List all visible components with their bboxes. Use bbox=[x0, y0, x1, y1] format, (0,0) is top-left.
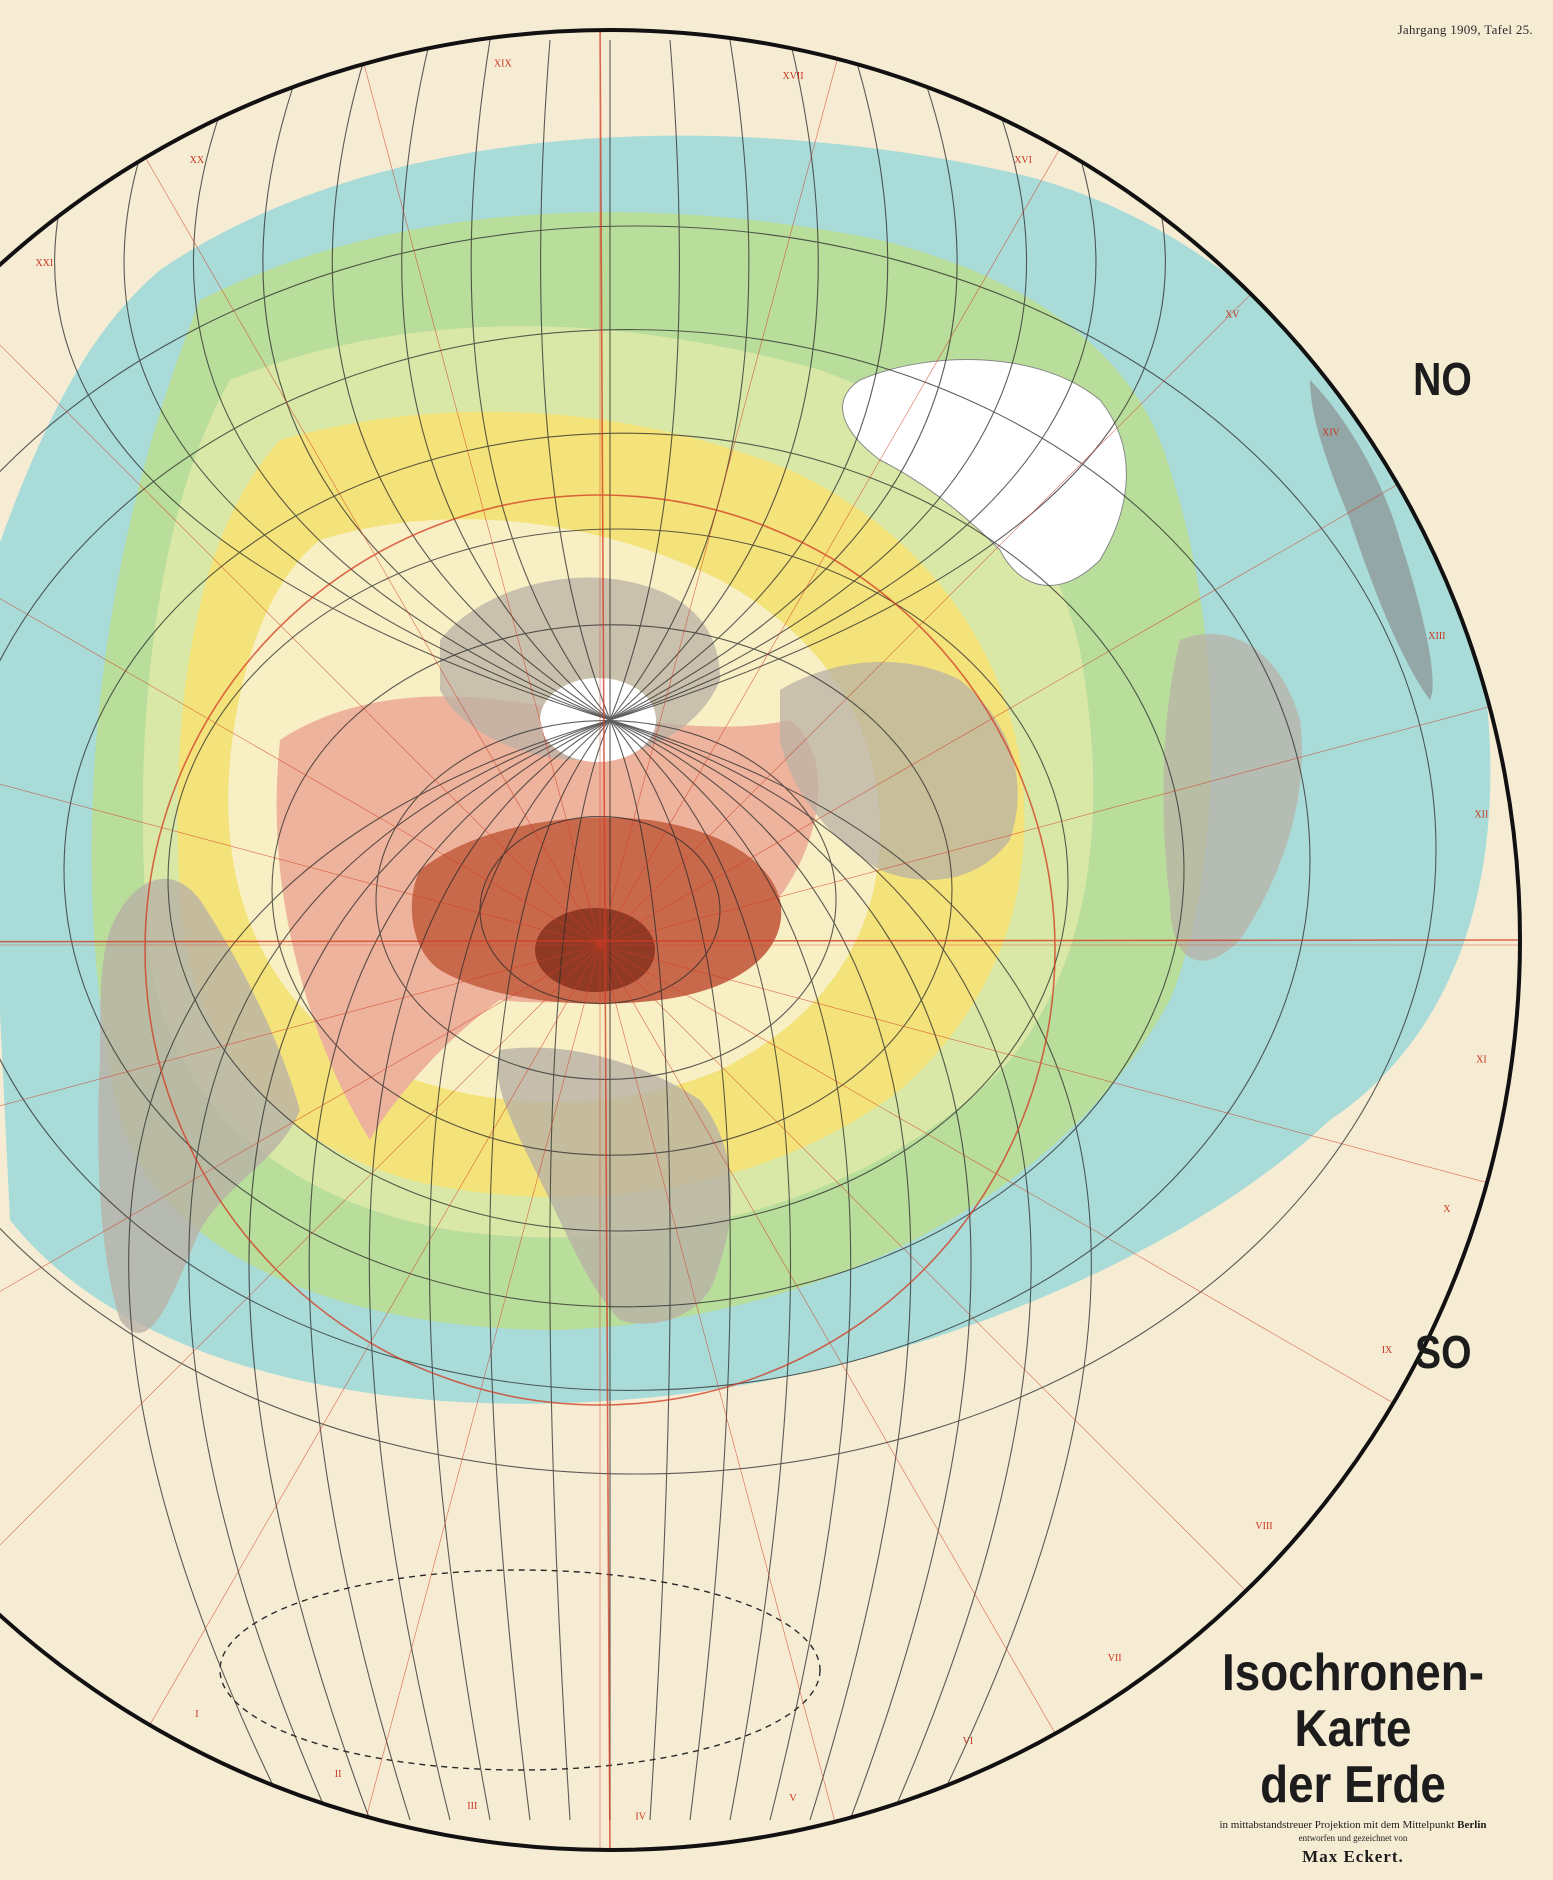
graticule-meridian bbox=[609, 39, 1027, 721]
landmass-asia bbox=[780, 661, 1018, 880]
landmass-australia bbox=[1163, 633, 1302, 961]
graticule-red-radial bbox=[99, 944, 601, 1812]
graticule-meridian bbox=[609, 719, 1032, 1821]
graticule-meridian bbox=[609, 719, 671, 1821]
compass-northeast-label: NO bbox=[1413, 353, 1472, 405]
graticule-red-radial bbox=[599, 944, 1467, 1446]
graticule-meridian bbox=[609, 719, 912, 1821]
graticule-red-radial bbox=[0, 944, 601, 1205]
graticule-red-radial bbox=[0, 237, 601, 946]
map-author: Max Eckert. bbox=[1302, 1847, 1404, 1866]
graticule-meridian bbox=[609, 719, 972, 1821]
landmass-new-zealand bbox=[1310, 380, 1433, 700]
rim-numerals: XIXXVIIXVIXXXXIXXIIXVXIVXIIIXIIXIXIXVIII… bbox=[35, 59, 1488, 1823]
map-title-block: Isochronen-Karte der Erde in mittabstand… bbox=[1153, 1645, 1553, 1867]
rim-numeral: III bbox=[467, 1801, 477, 1812]
graticule-meridian bbox=[609, 719, 731, 1821]
plate-reference: Jahrgang 1909, Tafel 25. bbox=[1397, 22, 1533, 37]
graticule-red-radial bbox=[599, 944, 1101, 1812]
graticule-meridian bbox=[248, 719, 611, 1821]
graticule-meridian bbox=[609, 39, 819, 721]
graticule-meridian bbox=[193, 39, 611, 721]
graticule-meridian bbox=[331, 39, 611, 721]
graticule-meridian bbox=[609, 39, 750, 721]
graticule-red-radial bbox=[0, 685, 601, 946]
graticule-red-radial bbox=[599, 685, 1520, 946]
graticule-red-radial bbox=[599, 237, 1308, 946]
rim-numeral: XIII bbox=[1428, 631, 1445, 642]
graticule-red-radial bbox=[599, 30, 860, 946]
graticule-red-radial bbox=[0, 944, 601, 1653]
graticule-red-radial bbox=[340, 944, 601, 1850]
landmass-africa bbox=[497, 1047, 732, 1324]
graticule-red-radial bbox=[599, 944, 1520, 1205]
graticule-meridian bbox=[470, 39, 611, 721]
graticule-meridian bbox=[609, 39, 889, 721]
rim-numeral: XXI bbox=[35, 258, 53, 269]
rim-numeral: I bbox=[195, 1709, 198, 1720]
graticule-meridian bbox=[262, 39, 611, 721]
rim-numeral: XI bbox=[1476, 1055, 1487, 1066]
compass-southeast-label: SO bbox=[1414, 1326, 1472, 1378]
rim-numeral: XII bbox=[1474, 810, 1488, 821]
graticule-parallel bbox=[167, 528, 1069, 1232]
rim-numeral: XIX bbox=[494, 59, 513, 70]
graticule-red-radial bbox=[0, 444, 601, 946]
graticule-red-radial bbox=[599, 944, 1308, 1653]
south-pole-ring bbox=[219, 1569, 821, 1771]
graticule-meridian bbox=[549, 719, 611, 1821]
arctic-ice bbox=[540, 678, 656, 762]
graticule-red-radial bbox=[599, 944, 860, 1850]
rim-numeral: XVI bbox=[1014, 155, 1032, 166]
landmass-america bbox=[98, 878, 301, 1333]
rim-numeral: XX bbox=[190, 155, 205, 166]
graticule-meridian bbox=[609, 719, 1092, 1821]
graticule-red-radial bbox=[340, 30, 601, 946]
map-subtitle-prefix: in mittabstandstreuer Projektion mit dem… bbox=[1219, 1819, 1458, 1831]
map-credit: entworfen und gezeichnet von bbox=[1298, 1833, 1408, 1843]
graticule-red-radial bbox=[599, 78, 1101, 946]
graticule-meridian bbox=[609, 39, 958, 721]
graticule-meridian bbox=[609, 719, 852, 1821]
graticule-meridian bbox=[609, 39, 680, 721]
graticule-red-radial bbox=[599, 444, 1467, 946]
globe-rim bbox=[0, 28, 1522, 1852]
graticule-red-circle bbox=[144, 494, 1056, 1406]
rim-numeral: VIII bbox=[1255, 1521, 1272, 1532]
rim-numeral: II bbox=[335, 1769, 342, 1780]
rim-numeral: XIV bbox=[1322, 427, 1341, 438]
graticule-parallel bbox=[0, 329, 1311, 1391]
map-subtitle: in mittabstandstreuer Projektion mit dem… bbox=[1153, 1819, 1553, 1831]
rim-numeral: X bbox=[1443, 1204, 1451, 1215]
graticule-parallel bbox=[63, 432, 1185, 1308]
rim-numeral: VII bbox=[1108, 1653, 1122, 1664]
graticule-parallel bbox=[0, 225, 1437, 1475]
rim-numeral: IV bbox=[635, 1812, 646, 1823]
rim-numeral: IX bbox=[1382, 1345, 1393, 1356]
graticule-red-axis bbox=[0, 939, 1520, 943]
graticule-red-radial bbox=[99, 78, 601, 946]
map-title-line-2: der Erde bbox=[1260, 1756, 1446, 1814]
graticule-meridian bbox=[609, 39, 1097, 721]
graticule-red-radial bbox=[0, 944, 601, 1446]
graticule-meridian bbox=[428, 719, 611, 1821]
rim-numeral: XV bbox=[1225, 310, 1240, 321]
rim-numeral: V bbox=[789, 1793, 797, 1804]
graticule-meridian bbox=[123, 39, 611, 721]
graticule-meridian bbox=[401, 39, 611, 721]
graticule-meridian bbox=[368, 719, 611, 1821]
graticule-meridian bbox=[128, 719, 611, 1821]
rim-numeral: VI bbox=[963, 1736, 974, 1747]
rim-numeral: XVII bbox=[782, 71, 803, 82]
map-title-line-1: Isochronen-Karte bbox=[1222, 1644, 1484, 1758]
map-subtitle-place: Berlin bbox=[1457, 1819, 1487, 1831]
graticule-meridian bbox=[540, 39, 611, 721]
graticule-black bbox=[0, 39, 1437, 1821]
graticule-parallel bbox=[271, 624, 953, 1156]
